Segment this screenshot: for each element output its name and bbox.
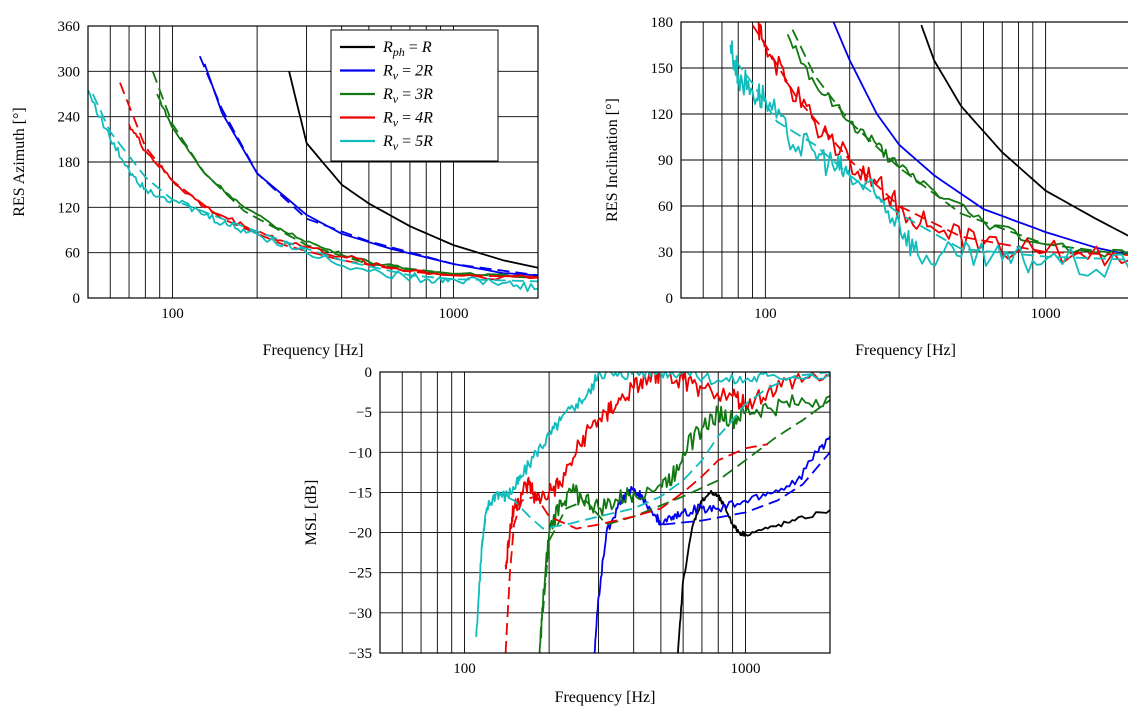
y-tick-label: 60 [65, 246, 80, 262]
x-tick-label: 100 [161, 306, 184, 322]
y-axis-label: RES Inclination [°] [604, 98, 621, 222]
legend-label: Rv = 4R [382, 110, 433, 130]
series-line-4-dashed [791, 29, 1128, 256]
y-tick-label: 120 [58, 200, 81, 216]
x-tick-label: 100 [453, 661, 476, 677]
x-tick-label: 1000 [438, 306, 468, 322]
legend-label: Rv = 3R [382, 86, 433, 106]
x-tick-label: 100 [754, 306, 777, 322]
series-line-6-solid [128, 123, 538, 281]
y-tick-label: 0 [73, 291, 81, 307]
x-axis-label: Frequency [Hz] [263, 342, 364, 359]
y-axis-label: MSL [dB] [303, 480, 320, 546]
x-axis-label: Frequency [Hz] [855, 342, 956, 359]
series-line-8-solid [88, 89, 538, 293]
y-tick-label: 120 [651, 107, 674, 123]
y-tick-label: 180 [58, 155, 81, 171]
series-line-5-dashed [151, 70, 538, 279]
series-line-1-solid [288, 71, 538, 269]
series-line-5-dashed [542, 399, 830, 613]
series-line-2-solid [593, 435, 830, 653]
y-tick-label: 360 [58, 19, 81, 35]
y-tick-label: 300 [58, 64, 81, 80]
series-line-8-dashed [734, 59, 1128, 261]
chart-panel-1: 0 60 120 180 240 300 360 100 1000 Frequency [Hz] R… [11, 19, 539, 359]
y-tick-label: −20 [349, 526, 372, 542]
series-line-2-solid [203, 63, 538, 277]
series-line-1-solid [677, 489, 830, 653]
series-line-9-dashed [480, 372, 830, 549]
y-tick-label: 150 [651, 61, 674, 77]
y-tick-label: 240 [58, 110, 81, 126]
y-tick-label: 0 [365, 365, 373, 381]
x-tick-label: 1000 [1031, 306, 1061, 322]
series-group [475, 372, 830, 653]
y-tick-label: −15 [349, 485, 372, 501]
series-line-7-solid [729, 40, 1128, 278]
series-line-9-dashed [91, 93, 538, 283]
y-tick-label: 60 [658, 199, 673, 215]
chart-panel-2: 0 30 60 90 120 150 180 100 1000 Frequency [Hz] RES… [604, 15, 1128, 359]
legend-label: Rv = 5R [382, 133, 433, 153]
y-tick-label: −35 [349, 646, 372, 662]
series-line-6-solid [504, 372, 830, 570]
legend-label: Rph = R [382, 39, 432, 59]
x-axis-label: Frequency [Hz] [555, 689, 656, 706]
y-tick-label: −30 [349, 606, 372, 622]
y-axis-label: RES Azimuth [°] [11, 107, 28, 217]
y-tick-label: 180 [651, 15, 674, 31]
series-line-4-solid [156, 93, 538, 279]
y-tick-label: −5 [356, 405, 372, 421]
series-group [729, 22, 1128, 278]
plot-frame [379, 371, 831, 654]
x-tick-label: 1000 [730, 661, 760, 677]
series-line-3-dashed [198, 55, 538, 277]
legend-label: Rv = 2R [382, 63, 433, 83]
legend-box [330, 29, 499, 162]
chart-panel-3: 0 −5 −10 −15 −20 −25 −30 −35 100 1000 Frequency [H… [303, 365, 831, 706]
series-line-1-solid [920, 24, 1128, 237]
y-tick-label: 0 [666, 291, 674, 307]
series-line-7-dashed [504, 443, 768, 653]
y-tick-label: −10 [349, 445, 372, 461]
y-tick-label: 30 [658, 245, 673, 261]
y-tick-label: 90 [658, 153, 673, 169]
series-line-4-solid [538, 394, 830, 653]
series-line-3-dashed [663, 451, 830, 526]
plot-frame [87, 25, 539, 299]
series-line-2-solid [832, 22, 1128, 256]
series-line-5-solid [756, 22, 1128, 267]
legend: Rph = R Rv = 2R Rv = 3R Rv = 4R Rv = 5R [330, 29, 499, 162]
y-tick-label: −25 [349, 566, 372, 582]
series-group [88, 55, 538, 293]
plot-frame [680, 21, 1128, 299]
series-line-6-dashed [751, 24, 1128, 256]
